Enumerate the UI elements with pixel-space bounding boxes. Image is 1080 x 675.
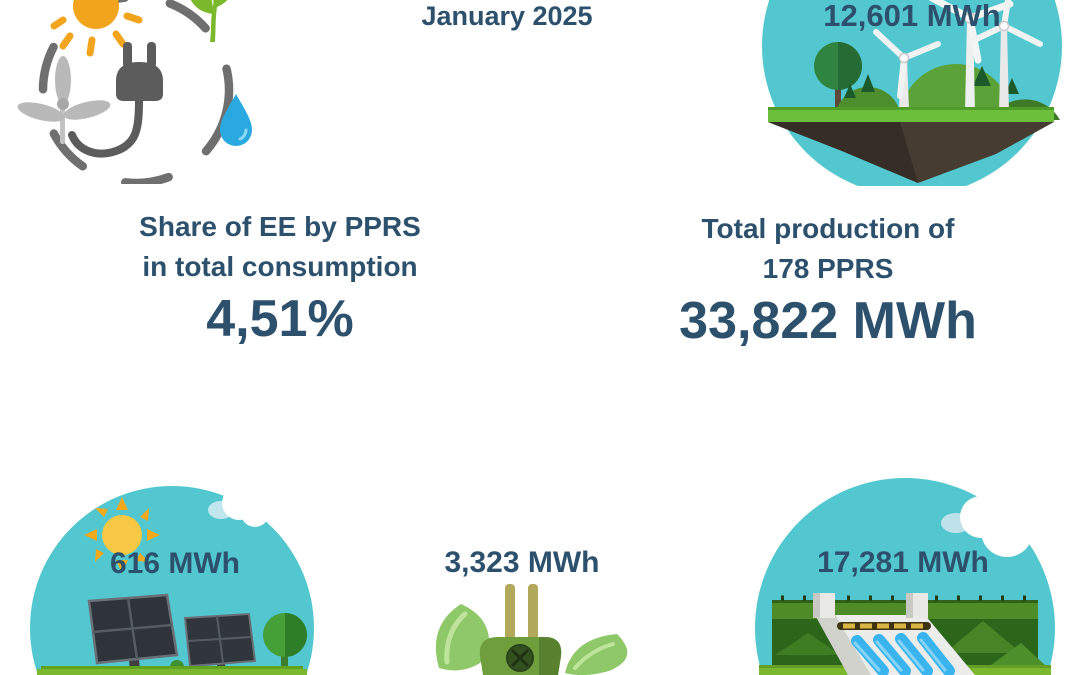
solar-panel-small bbox=[183, 612, 257, 674]
sprout-icon bbox=[190, 0, 228, 42]
biomass-production-value: 3,323 MWh bbox=[444, 546, 600, 579]
wind-turbine-icon bbox=[17, 56, 111, 144]
sun-icon bbox=[50, 0, 143, 57]
total-title-line2: 178 PPRS bbox=[762, 253, 894, 284]
spillway-water bbox=[851, 632, 955, 675]
island-tree-icon bbox=[814, 42, 862, 110]
leaf-left bbox=[435, 604, 490, 671]
total-title-line1: Total production of bbox=[701, 213, 955, 244]
cloud-icon bbox=[208, 486, 269, 527]
tree-icon bbox=[263, 613, 307, 673]
wind-turbines bbox=[873, 0, 1043, 114]
solar-illustration bbox=[30, 486, 314, 675]
cloud-icon bbox=[941, 496, 1033, 557]
sun-icon bbox=[84, 497, 160, 573]
dam-structure bbox=[813, 593, 975, 675]
period-label: January 2025 bbox=[421, 1, 593, 31]
hydro-production-value: 17,281 MWh bbox=[817, 546, 989, 579]
share-title-line1: Share of EE by PPRS bbox=[139, 211, 421, 242]
renewables-cycle-icon bbox=[17, 0, 252, 184]
total-production-stat: Total production of 178 PPRS 33,822 MWh bbox=[643, 209, 1013, 349]
wind-production-value: 12,601 MWh bbox=[823, 0, 1001, 33]
biomass-plug-illustration bbox=[435, 584, 628, 675]
solar-production-value: 616 MWh bbox=[109, 547, 241, 580]
solar-panel-large bbox=[87, 593, 179, 673]
share-stat: Share of EE by PPRS in total consumption… bbox=[95, 207, 465, 347]
plug-icon bbox=[68, 42, 163, 158]
total-value: 33,822 MWh bbox=[679, 292, 977, 350]
water-drop-icon bbox=[220, 94, 252, 146]
leaf-right bbox=[565, 634, 628, 675]
wind-island-illustration bbox=[762, 0, 1062, 186]
pine-trees bbox=[844, 66, 1019, 98]
hydro-dam-illustration bbox=[755, 478, 1055, 675]
share-value: 4,51% bbox=[206, 290, 354, 348]
green-plug-icon bbox=[479, 584, 562, 675]
share-title-line2: in total consumption bbox=[142, 251, 418, 282]
